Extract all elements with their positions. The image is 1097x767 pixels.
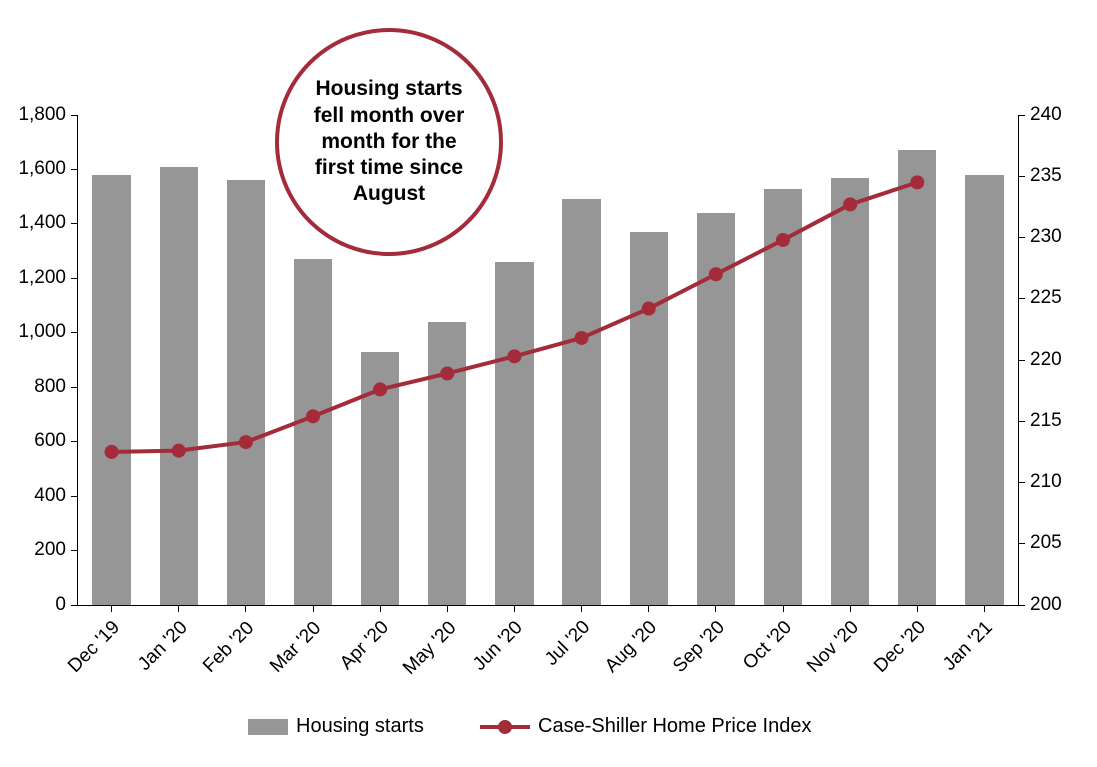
x-axis-label: Jan '21 (939, 617, 997, 675)
price-index-marker (239, 435, 253, 449)
right-axis-label: 225 (1030, 287, 1062, 309)
price-index-marker (507, 349, 521, 363)
x-axis-tick (783, 605, 784, 612)
left-axis-label: 0 (55, 594, 66, 616)
x-axis-line (78, 605, 1018, 606)
x-axis-label: Oct '20 (739, 617, 797, 675)
right-axis-tick (1018, 605, 1025, 606)
x-axis-label: Sep '20 (669, 617, 730, 678)
housing-chart: 0 200 400 600 800 1,000 1,200 1,400 1,600 1,800 20… (0, 0, 1097, 767)
right-axis-label: 205 (1030, 532, 1062, 554)
x-axis-label: Mar '20 (266, 617, 326, 677)
right-axis-tick (1018, 543, 1025, 544)
x-axis-label: Dec '19 (64, 617, 125, 678)
x-axis-tick (917, 605, 918, 612)
right-axis-tick (1018, 421, 1025, 422)
price-index-marker (373, 382, 387, 396)
price-index-marker (306, 409, 320, 423)
right-axis-label: 240 (1030, 104, 1062, 126)
x-axis-tick (581, 605, 582, 612)
x-axis-label: Nov '20 (803, 617, 864, 678)
right-axis-line (1018, 115, 1019, 605)
left-axis-label: 200 (34, 539, 66, 561)
legend-item-bars: Housing starts (248, 715, 424, 738)
legend-label-bars: Housing starts (296, 715, 424, 738)
line-layer (78, 115, 1018, 605)
x-axis-tick (380, 605, 381, 612)
price-index-line (112, 182, 918, 452)
x-axis-tick (447, 605, 448, 612)
x-axis-tick (514, 605, 515, 612)
x-axis-label: Jan '20 (134, 617, 192, 675)
right-axis-tick (1018, 237, 1025, 238)
x-axis-label: Dec '20 (870, 617, 931, 678)
callout-text: Housing starts fell month over month for… (304, 76, 474, 207)
right-axis-label: 235 (1030, 165, 1062, 187)
x-axis-label: Apr '20 (336, 617, 394, 675)
right-axis-tick (1018, 298, 1025, 299)
legend-swatch-line (480, 719, 530, 735)
x-axis-label: Jul '20 (541, 617, 595, 671)
left-axis-label: 1,600 (18, 158, 66, 180)
x-axis-label: Jun '20 (469, 617, 527, 675)
price-index-marker (843, 197, 857, 211)
legend-swatch-bar (248, 719, 288, 735)
x-axis-label: Aug '20 (601, 617, 662, 678)
x-axis-tick (111, 605, 112, 612)
price-index-marker (440, 366, 454, 380)
right-axis-tick (1018, 360, 1025, 361)
right-axis-tick (1018, 115, 1025, 116)
price-index-marker (172, 444, 186, 458)
left-axis-label: 1,800 (18, 104, 66, 126)
x-axis-tick (245, 605, 246, 612)
right-axis-label: 210 (1030, 471, 1062, 493)
left-axis-label: 400 (34, 485, 66, 507)
x-axis-tick (313, 605, 314, 612)
legend-label-line: Case-Shiller Home Price Index (538, 715, 811, 738)
price-index-marker (105, 445, 119, 459)
left-axis-label: 600 (34, 430, 66, 452)
price-index-marker (575, 331, 589, 345)
right-axis-label: 215 (1030, 410, 1062, 432)
left-axis-label: 800 (34, 376, 66, 398)
right-axis-tick (1018, 176, 1025, 177)
price-index-marker (776, 233, 790, 247)
callout-annotation: Housing starts fell month over month for… (275, 28, 503, 256)
x-axis-tick (178, 605, 179, 612)
price-index-marker (910, 175, 924, 189)
x-axis-label: May '20 (399, 617, 461, 679)
legend-item-line: Case-Shiller Home Price Index (480, 715, 811, 738)
right-axis-label: 230 (1030, 226, 1062, 248)
x-axis-tick (984, 605, 985, 612)
left-axis-label: 1,400 (18, 212, 66, 234)
x-axis-label: Feb '20 (199, 617, 259, 677)
left-axis-label: 1,200 (18, 267, 66, 289)
x-axis-tick (715, 605, 716, 612)
right-axis-label: 220 (1030, 349, 1062, 371)
price-index-marker (709, 267, 723, 281)
right-axis-tick (1018, 482, 1025, 483)
x-axis-tick (850, 605, 851, 612)
price-index-marker (642, 302, 656, 316)
right-axis-label: 200 (1030, 594, 1062, 616)
left-axis-label: 1,000 (18, 321, 66, 343)
x-axis-tick (648, 605, 649, 612)
